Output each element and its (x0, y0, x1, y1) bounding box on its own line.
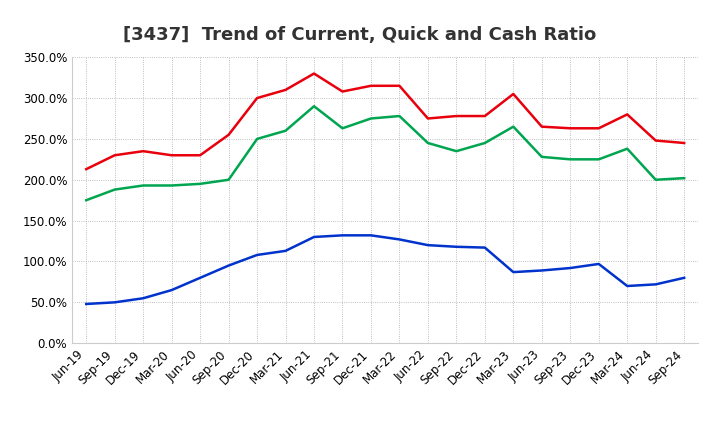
Cash Ratio (680, 275, 688, 280)
Cash Ratio (225, 263, 233, 268)
Current Ratio (537, 124, 546, 129)
Current Ratio (680, 140, 688, 146)
Line: Cash Ratio: Cash Ratio (86, 235, 684, 304)
Quick Ratio (595, 157, 603, 162)
Cash Ratio (623, 283, 631, 289)
Quick Ratio (82, 198, 91, 203)
Current Ratio (566, 126, 575, 131)
Current Ratio (423, 116, 432, 121)
Current Ratio (338, 89, 347, 94)
Cash Ratio (110, 300, 119, 305)
Current Ratio (282, 87, 290, 92)
Current Ratio (139, 149, 148, 154)
Quick Ratio (338, 126, 347, 131)
Line: Current Ratio: Current Ratio (86, 73, 684, 169)
Current Ratio (509, 92, 518, 97)
Current Ratio (310, 71, 318, 76)
Current Ratio (623, 112, 631, 117)
Quick Ratio (509, 124, 518, 129)
Cash Ratio (167, 287, 176, 293)
Quick Ratio (537, 154, 546, 160)
Cash Ratio (480, 245, 489, 250)
Current Ratio (366, 83, 375, 88)
Quick Ratio (395, 114, 404, 119)
Cash Ratio (509, 269, 518, 275)
Quick Ratio (623, 146, 631, 151)
Current Ratio (452, 114, 461, 119)
Quick Ratio (225, 177, 233, 183)
Current Ratio (253, 95, 261, 101)
Current Ratio (595, 126, 603, 131)
Text: [3437]  Trend of Current, Quick and Cash Ratio: [3437] Trend of Current, Quick and Cash … (123, 26, 597, 44)
Quick Ratio (253, 136, 261, 142)
Cash Ratio (566, 265, 575, 271)
Cash Ratio (652, 282, 660, 287)
Current Ratio (82, 166, 91, 172)
Quick Ratio (167, 183, 176, 188)
Cash Ratio (595, 261, 603, 267)
Cash Ratio (82, 301, 91, 307)
Quick Ratio (680, 176, 688, 181)
Current Ratio (225, 132, 233, 137)
Quick Ratio (282, 128, 290, 133)
Quick Ratio (196, 181, 204, 187)
Cash Ratio (537, 268, 546, 273)
Cash Ratio (395, 237, 404, 242)
Quick Ratio (480, 140, 489, 146)
Cash Ratio (139, 296, 148, 301)
Cash Ratio (452, 244, 461, 249)
Current Ratio (110, 153, 119, 158)
Quick Ratio (310, 103, 318, 109)
Quick Ratio (139, 183, 148, 188)
Current Ratio (196, 153, 204, 158)
Quick Ratio (110, 187, 119, 192)
Cash Ratio (196, 275, 204, 280)
Current Ratio (652, 138, 660, 143)
Line: Quick Ratio: Quick Ratio (86, 106, 684, 200)
Cash Ratio (338, 233, 347, 238)
Quick Ratio (566, 157, 575, 162)
Cash Ratio (253, 252, 261, 257)
Quick Ratio (423, 140, 432, 146)
Current Ratio (480, 114, 489, 119)
Cash Ratio (423, 242, 432, 248)
Quick Ratio (652, 177, 660, 183)
Cash Ratio (282, 248, 290, 253)
Current Ratio (167, 153, 176, 158)
Current Ratio (395, 83, 404, 88)
Quick Ratio (452, 149, 461, 154)
Quick Ratio (366, 116, 375, 121)
Cash Ratio (366, 233, 375, 238)
Cash Ratio (310, 235, 318, 240)
